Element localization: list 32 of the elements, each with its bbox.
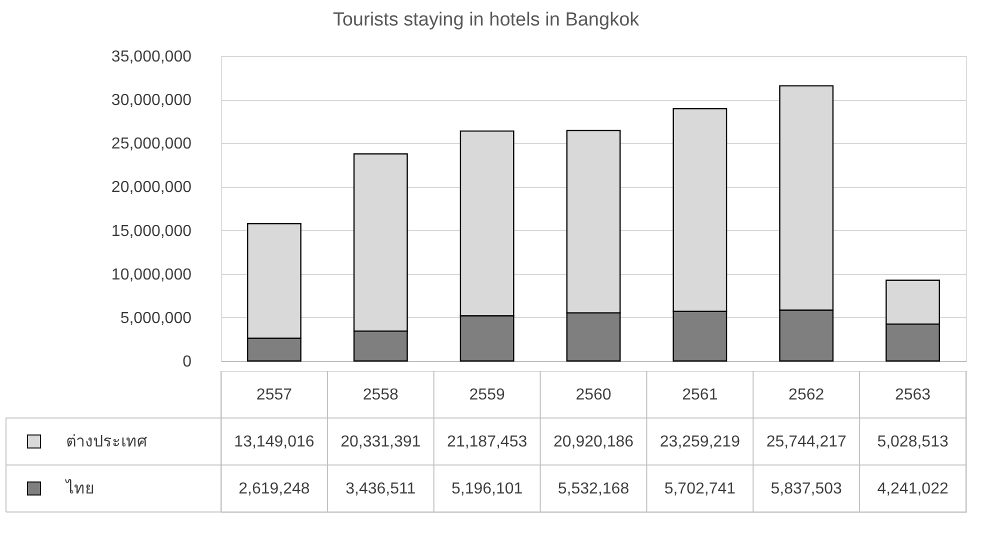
- x-tick-label: 2559: [469, 386, 505, 404]
- y-tick-label: 25,000,000: [111, 136, 192, 153]
- x-tick-label: 2563: [894, 386, 931, 404]
- data-label: 20,920,186: [553, 434, 634, 450]
- data-label: 25,744,217: [766, 434, 846, 450]
- chart-title: Tourists staying in hotels in Bangkok: [332, 10, 640, 30]
- x-tick-label: 2558: [362, 386, 399, 404]
- data-label: 5,837,503: [770, 480, 842, 498]
- legend-label: ไทย: [64, 478, 94, 498]
- data-label: 3,436,511: [346, 480, 416, 498]
- x-tick-label: 2562: [788, 386, 824, 404]
- y-tick-label: 5,000,000: [120, 310, 192, 327]
- y-tick-label: 15,000,000: [111, 222, 192, 240]
- x-tick-label: 2557: [256, 386, 292, 404]
- legend-label: ต่างประเทศ: [66, 434, 147, 450]
- data-label: 5,196,101: [451, 480, 523, 498]
- data-label: 21,187,453: [447, 434, 528, 450]
- x-tick-label: 2561: [682, 386, 718, 404]
- y-tick-label: 0: [182, 354, 192, 370]
- y-tick-label: 10,000,000: [111, 266, 192, 284]
- data-label: 13,149,016: [234, 434, 314, 450]
- data-label: 23,259,219: [660, 434, 740, 450]
- y-tick-label: 30,000,000: [111, 92, 192, 110]
- data-label: 5,702,741: [664, 480, 736, 498]
- data-label: 5,028,513: [877, 434, 948, 450]
- data-label: 4,241,022: [877, 480, 948, 498]
- data-label: 5,532,168: [558, 480, 630, 498]
- data-label: 2,619,248: [238, 480, 310, 498]
- x-tick-label: 2560: [576, 386, 612, 404]
- y-tick-label: 35,000,000: [111, 48, 192, 66]
- y-tick-label: 20,000,000: [111, 179, 192, 196]
- data-label: 20,331,391: [340, 434, 421, 450]
